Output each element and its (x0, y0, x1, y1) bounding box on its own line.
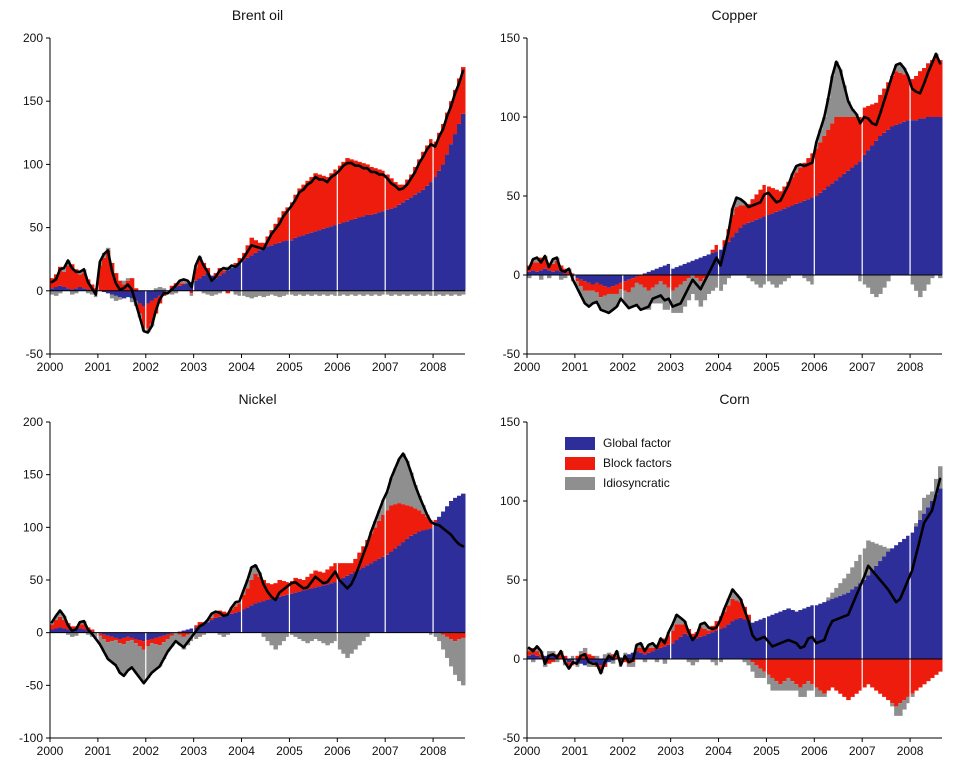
svg-text:2006: 2006 (801, 360, 828, 374)
svg-text:2001: 2001 (562, 360, 589, 374)
svg-text:100: 100 (23, 157, 43, 171)
svg-text:2007: 2007 (849, 744, 876, 758)
legend-item-global-factor: Global factor (565, 436, 672, 450)
corn-chart: -50 0 50 100 150 2000 2001 2002 2003 2004 2005 2006… (500, 415, 943, 758)
panel-copper: Copper -50 0 50 100 150 2000 2001 2002 2003 2004 2… (477, 0, 954, 384)
axes: -50 0 50 100 150 2000 2001 2002 2003 2004 2005 2006… (500, 31, 942, 374)
legend-label-global-factor: Global factor (603, 436, 672, 450)
svg-text:2008: 2008 (897, 360, 924, 374)
total-line (527, 52, 942, 315)
total-line (50, 452, 465, 685)
axes: -50 0 50 100 150 200 2000 2001 2002 2003 2004 2005 2… (23, 31, 465, 374)
svg-text:150: 150 (23, 468, 43, 482)
svg-text:200: 200 (23, 31, 43, 45)
svg-text:0: 0 (513, 652, 520, 666)
svg-text:150: 150 (500, 31, 520, 45)
svg-text:150: 150 (23, 94, 43, 108)
svg-text:2003: 2003 (657, 360, 684, 374)
svg-text:2008: 2008 (420, 744, 447, 758)
chart-title-corn: Corn (719, 391, 750, 407)
svg-text:2007: 2007 (372, 360, 399, 374)
svg-text:0: 0 (36, 284, 43, 298)
svg-text:-50: -50 (503, 731, 521, 745)
total-line (527, 477, 942, 675)
legend-item-block-factors: Block factors (565, 456, 672, 470)
svg-text:100: 100 (500, 110, 520, 124)
legend-label-block-factors: Block factors (603, 456, 672, 470)
svg-text:2000: 2000 (37, 360, 64, 374)
svg-text:2003: 2003 (180, 744, 207, 758)
svg-text:2004: 2004 (228, 744, 255, 758)
svg-text:2000: 2000 (514, 360, 541, 374)
svg-text:50: 50 (507, 189, 521, 203)
svg-text:50: 50 (507, 573, 521, 587)
svg-text:0: 0 (36, 626, 43, 640)
svg-text:-50: -50 (26, 678, 44, 692)
chart-title-copper: Copper (711, 7, 758, 23)
chart-title-nickel: Nickel (238, 391, 277, 407)
svg-text:2002: 2002 (132, 360, 159, 374)
copper-chart: -50 0 50 100 150 2000 2001 2002 2003 2004 2005 2006… (500, 31, 943, 374)
svg-text:100: 100 (500, 494, 520, 508)
svg-text:200: 200 (23, 415, 43, 429)
svg-text:2002: 2002 (609, 744, 636, 758)
legend-label-idiosyncratic: Idiosyncratic (603, 476, 670, 490)
year-gridlines (97, 422, 434, 738)
svg-text:2004: 2004 (705, 360, 732, 374)
svg-text:2007: 2007 (372, 744, 399, 758)
total-line (50, 69, 465, 334)
axes: -100 -50 0 50 100 150 200 2000 2001 2002 2003 2004 2… (19, 415, 465, 758)
svg-text:0: 0 (513, 268, 520, 282)
svg-text:2003: 2003 (180, 360, 207, 374)
svg-text:2003: 2003 (657, 744, 684, 758)
idiosyncratic-swatch (565, 476, 595, 490)
svg-text:2000: 2000 (514, 744, 541, 758)
year-gridlines (574, 422, 911, 738)
panel-brent-oil: Brent oil -50 0 50 100 150 200 2000 2001 2002 200… (0, 0, 477, 384)
legend: Global factor Block factors Idiosyncrati… (565, 436, 672, 490)
svg-text:150: 150 (500, 415, 520, 429)
svg-text:-50: -50 (26, 347, 44, 361)
svg-text:100: 100 (23, 520, 43, 534)
block-factors-swatch (565, 456, 595, 470)
bars-layer (50, 453, 466, 686)
svg-text:2004: 2004 (228, 360, 255, 374)
svg-text:-50: -50 (503, 347, 521, 361)
svg-text:2008: 2008 (897, 744, 924, 758)
svg-text:2005: 2005 (276, 360, 303, 374)
svg-text:2008: 2008 (420, 360, 447, 374)
bars-layer (527, 466, 943, 716)
svg-text:2006: 2006 (324, 360, 351, 374)
global-factor-swatch (565, 436, 595, 450)
svg-text:2005: 2005 (753, 360, 780, 374)
svg-text:2005: 2005 (753, 744, 780, 758)
svg-text:2006: 2006 (801, 744, 828, 758)
chart-title-brent-oil: Brent oil (231, 7, 284, 23)
svg-text:2001: 2001 (85, 744, 112, 758)
svg-text:2004: 2004 (705, 744, 732, 758)
brent-oil-chart: -50 0 50 100 150 200 2000 2001 2002 2003 2004 2005 2… (23, 31, 466, 374)
svg-text:50: 50 (30, 573, 44, 587)
axes: -50 0 50 100 150 2000 2001 2002 2003 2004 2005 2006… (500, 415, 942, 758)
svg-text:2007: 2007 (849, 360, 876, 374)
year-gridlines (574, 38, 911, 354)
svg-text:2000: 2000 (37, 744, 64, 758)
legend-item-idiosyncratic: Idiosyncratic (565, 476, 672, 490)
nickel-chart: -100 -50 0 50 100 150 200 2000 2001 2002 2003 2004 2… (19, 415, 466, 758)
svg-text:2002: 2002 (609, 360, 636, 374)
panel-nickel: Nickel -100 -50 0 50 100 150 200 2000 2001 2002 20… (0, 384, 477, 768)
svg-text:50: 50 (30, 221, 44, 235)
year-gridlines (97, 38, 434, 354)
svg-text:2002: 2002 (132, 744, 159, 758)
panel-corn: Corn -50 0 50 100 150 2000 2001 2002 2003 2004 200… (477, 384, 954, 768)
svg-text:-100: -100 (19, 731, 43, 745)
svg-text:2006: 2006 (324, 744, 351, 758)
svg-text:2001: 2001 (562, 744, 589, 758)
bars-layer (527, 53, 943, 313)
svg-text:2005: 2005 (276, 744, 303, 758)
svg-text:2001: 2001 (85, 360, 112, 374)
bars-layer (50, 67, 466, 333)
